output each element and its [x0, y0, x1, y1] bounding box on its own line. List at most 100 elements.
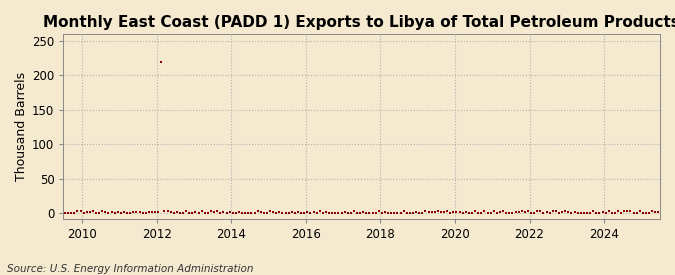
Point [379, 210, 390, 214]
Point [84, 210, 95, 214]
Point [302, 210, 313, 214]
Point [497, 209, 508, 213]
Point [566, 211, 577, 215]
Point [184, 211, 194, 215]
Point [243, 211, 254, 215]
Point [526, 211, 537, 215]
Point [348, 209, 359, 214]
Point [622, 209, 632, 213]
Title: Monthly East Coast (PADD 1) Exports to Libya of Total Petroleum Products: Monthly East Coast (PADD 1) Exports to L… [43, 15, 675, 30]
Point [50, 211, 61, 215]
Point [94, 211, 105, 215]
Point [146, 210, 157, 214]
Point [113, 210, 124, 214]
Point [280, 211, 291, 215]
Point [305, 211, 316, 215]
Point [594, 211, 605, 215]
Point [315, 209, 325, 213]
Point [650, 210, 661, 214]
Point [178, 211, 188, 215]
Point [600, 211, 611, 215]
Point [560, 209, 570, 213]
Point [156, 59, 167, 64]
Point [259, 211, 269, 215]
Point [582, 211, 593, 215]
Point [364, 211, 375, 215]
Point [597, 210, 608, 214]
Point [510, 210, 521, 214]
Point [647, 209, 657, 213]
Point [501, 211, 512, 215]
Point [144, 210, 155, 214]
Point [227, 211, 238, 215]
Point [522, 209, 533, 214]
Point [100, 210, 111, 214]
Point [460, 209, 471, 214]
Point [520, 210, 531, 214]
Point [535, 209, 546, 213]
Point [464, 211, 475, 215]
Point [209, 210, 219, 214]
Point [516, 209, 527, 213]
Point [628, 211, 639, 215]
Point [277, 211, 288, 215]
Point [423, 210, 434, 214]
Point [218, 210, 229, 214]
Point [59, 211, 70, 215]
Point [417, 211, 428, 215]
Point [392, 211, 403, 215]
Point [134, 210, 145, 214]
Point [72, 209, 83, 213]
Point [340, 210, 350, 214]
Y-axis label: Thousand Barrels: Thousand Barrels [15, 72, 28, 181]
Point [402, 211, 412, 215]
Point [610, 211, 620, 215]
Point [333, 211, 344, 215]
Point [482, 211, 493, 215]
Point [274, 210, 285, 214]
Point [202, 211, 213, 215]
Point [466, 211, 477, 215]
Point [265, 209, 275, 214]
Point [433, 209, 443, 213]
Point [585, 211, 595, 215]
Point [246, 211, 256, 215]
Point [361, 211, 372, 215]
Point [69, 211, 80, 215]
Point [162, 209, 173, 213]
Point [470, 209, 481, 213]
Point [371, 211, 381, 215]
Point [230, 211, 241, 215]
Point [224, 210, 235, 214]
Point [193, 211, 204, 215]
Point [454, 210, 465, 214]
Point [429, 210, 440, 214]
Point [290, 211, 300, 215]
Point [171, 210, 182, 214]
Point [255, 210, 266, 214]
Point [109, 211, 120, 215]
Point [445, 211, 456, 215]
Point [575, 211, 586, 215]
Point [410, 210, 421, 214]
Point [352, 211, 362, 215]
Point [613, 209, 624, 213]
Point [57, 211, 68, 215]
Point [554, 211, 564, 215]
Point [389, 211, 400, 215]
Point [377, 210, 387, 215]
Point [603, 209, 614, 213]
Point [75, 209, 86, 214]
Point [544, 211, 555, 215]
Point [199, 211, 210, 215]
Point [641, 210, 651, 215]
Point [625, 209, 636, 213]
Point [159, 209, 170, 213]
Point [491, 211, 502, 215]
Point [234, 210, 244, 214]
Point [63, 211, 74, 215]
Point [358, 210, 369, 214]
Point [336, 211, 347, 215]
Point [106, 210, 117, 214]
Point [131, 210, 142, 214]
